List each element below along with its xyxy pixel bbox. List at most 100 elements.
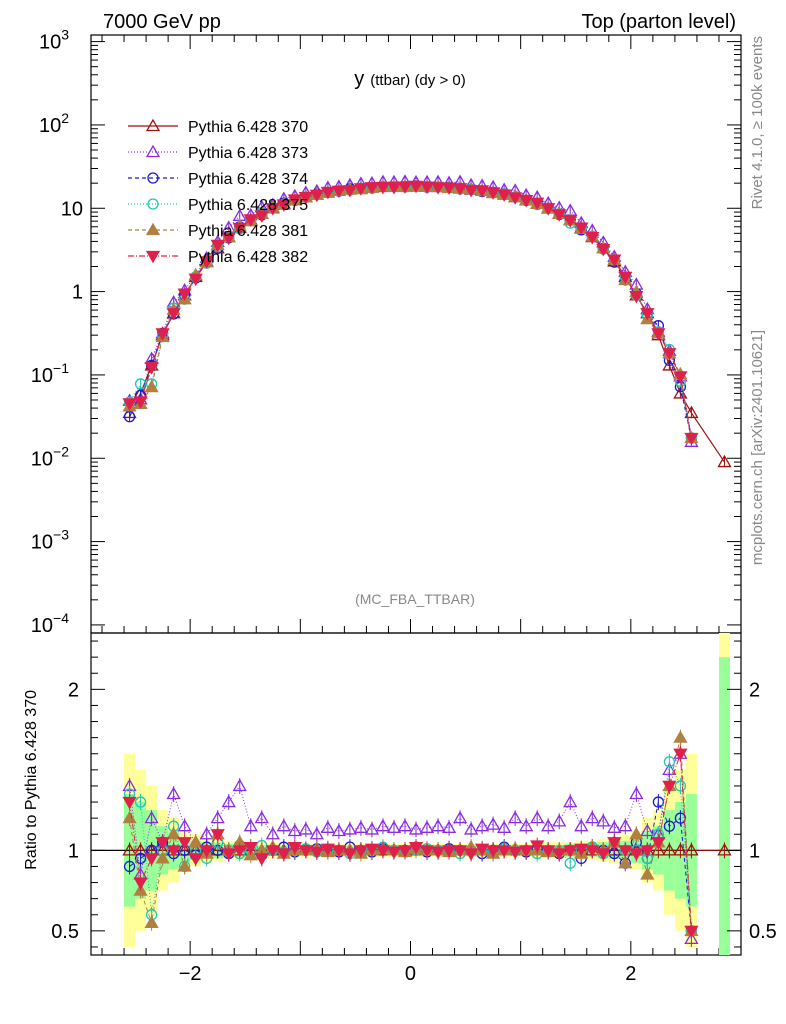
series-5-ratio-point xyxy=(188,853,203,866)
series-5-ratio-point xyxy=(133,877,148,890)
series-5-ratio-point xyxy=(320,843,335,857)
series-2-main-point xyxy=(123,411,136,423)
main-y-tick-label: 10−2 xyxy=(31,443,69,470)
series-5-main-point xyxy=(408,180,424,194)
series-1-ratio-point xyxy=(353,820,369,833)
series-5-main-point xyxy=(607,254,622,267)
series-5-main-point xyxy=(166,308,181,321)
main-y-tick-label: 102 xyxy=(39,110,69,137)
series-1-ratio-point xyxy=(530,810,545,824)
series-5-main-point xyxy=(287,194,302,207)
series-5-main-point xyxy=(353,183,369,196)
series-1-ratio-point xyxy=(684,931,699,945)
series-5-ratio-point xyxy=(684,925,699,939)
series-5-main-point xyxy=(662,348,677,361)
series-1-ratio-point xyxy=(298,822,313,835)
series-5-main-point xyxy=(541,203,556,216)
series-5-ratio-point xyxy=(342,848,358,861)
series-5-main-point xyxy=(232,222,247,236)
series-5-ratio-point xyxy=(530,840,545,853)
main-y-tick-label: 10−3 xyxy=(31,527,69,554)
series-1-ratio-point xyxy=(640,823,655,837)
series-5-main-point xyxy=(430,182,446,195)
series-5-main-point xyxy=(254,210,269,223)
series-1-ratio-point xyxy=(452,810,468,824)
series-5-ratio-point xyxy=(497,845,512,858)
series-4-main-point xyxy=(144,379,159,393)
series-5-main-point xyxy=(508,192,523,205)
series-1-ratio-point xyxy=(552,814,567,827)
series-5-ratio-point xyxy=(651,837,666,850)
series-1-ratio-point xyxy=(541,818,556,832)
main-y-tick-label: 103 xyxy=(39,27,69,54)
series-1-ratio-point xyxy=(232,778,247,792)
series-5-main-point xyxy=(629,290,644,304)
legend-label-3: Pythia 6.428 375 xyxy=(188,197,308,214)
series-2-ratio-point xyxy=(134,852,147,865)
series-5-ratio-point xyxy=(375,845,391,858)
series-5-main-point xyxy=(596,243,611,257)
series-5-ratio-point xyxy=(210,829,225,842)
series-5-main-point xyxy=(298,191,313,205)
series-5-ratio-point xyxy=(541,845,556,858)
series-1-ratio-point xyxy=(519,818,534,832)
series-0-main-point xyxy=(717,454,732,468)
series-5-main-point xyxy=(640,308,655,321)
series-5-main-point xyxy=(276,199,291,212)
series-4-ratio-point xyxy=(122,810,137,824)
series-1-ratio-point xyxy=(177,818,192,832)
legend-marker-2 xyxy=(147,172,159,184)
series-4-ratio-point xyxy=(629,826,644,840)
series-5-main-point xyxy=(552,209,567,222)
ratio-plot: Ratio to Pythia 6.428 370 −2 0 2 2 2 1 1 0.5 0.5 xyxy=(23,632,777,985)
series-5-ratio-point xyxy=(221,848,236,861)
series-4-ratio-point xyxy=(144,915,159,928)
series-5-main-point xyxy=(463,185,479,198)
series-5-ratio-point xyxy=(331,845,347,858)
series-5-main-point xyxy=(585,232,600,245)
series-5-main-point xyxy=(419,181,435,195)
main-y-tick-label: 10−4 xyxy=(31,610,69,637)
series-5-main-point xyxy=(210,239,225,253)
series-5-ratio-point xyxy=(452,845,468,858)
watermark-label: (MC_FBA_TTBAR) xyxy=(355,591,475,607)
series-5-main-point xyxy=(485,187,501,200)
main-plot-title-sub: (ttbar) (dy > 0) xyxy=(370,72,465,89)
series-5-ratio-point xyxy=(563,845,578,858)
series-5-main-point xyxy=(519,195,534,208)
series-1-ratio-point xyxy=(485,817,501,830)
series-5-ratio-point xyxy=(309,846,324,860)
series-5-ratio-point xyxy=(386,846,402,860)
series-3-main-point xyxy=(134,378,147,390)
series-1-ratio-point xyxy=(397,818,413,832)
main-y-tick-label: 10−1 xyxy=(31,360,69,387)
series-5-main-point xyxy=(684,432,699,446)
ratio-x-tick-label: 0 xyxy=(405,963,416,985)
series-2-ratio-line xyxy=(129,800,692,931)
legend-label-2: Pythia 6.428 374 xyxy=(188,171,308,188)
series-1-ratio-point xyxy=(254,810,269,824)
series-5-ratio-point xyxy=(585,845,600,858)
side-label-rivet: Rivet 4.1.0, ≥ 100k events xyxy=(749,36,766,209)
series-5-ratio-point xyxy=(574,843,589,857)
series-5-main-point xyxy=(199,256,214,269)
series-5-main-point xyxy=(364,182,380,195)
series-1-ratio-point xyxy=(287,823,302,837)
series-1-ratio-point xyxy=(166,786,181,800)
series-1-ratio-point xyxy=(463,822,479,835)
series-5-ratio-point xyxy=(177,837,192,850)
series-5-ratio-point xyxy=(430,846,446,860)
series-5-main-point xyxy=(497,189,512,202)
legend: Pythia 6.428 370 Pythia 6.428 373 Pythia 6… xyxy=(128,118,308,266)
series-1-ratio-point xyxy=(243,818,258,832)
series-5-ratio-point xyxy=(166,845,181,858)
main-plot-title: y (ttbar) (dy > 0) xyxy=(354,68,465,90)
series-1-ratio-point xyxy=(585,810,600,824)
series-1-ratio-point xyxy=(441,820,457,833)
series-5-ratio-point xyxy=(144,853,159,866)
ratio-x-tick-label: −2 xyxy=(179,963,202,985)
series-5-main-point xyxy=(375,181,391,195)
series-1-ratio-point xyxy=(221,794,236,808)
series-1-ratio-point xyxy=(408,822,424,835)
series-4-ratio-point xyxy=(177,859,192,872)
